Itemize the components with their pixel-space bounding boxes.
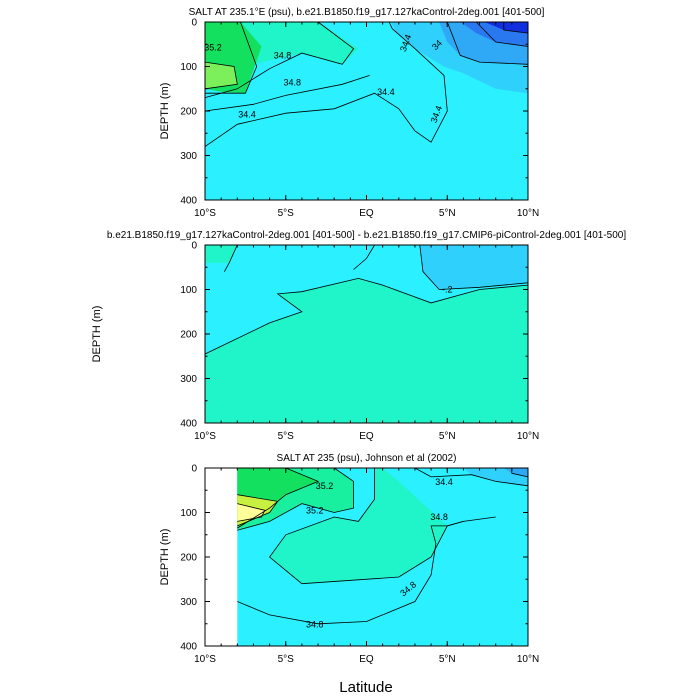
- y-tick-label: 100: [180, 285, 197, 296]
- contour-zero: [224, 244, 238, 272]
- panel-title: b.e21.B1850.f19_g17.127kaControl-2deg.00…: [107, 230, 626, 241]
- contour-label: 35.2: [306, 505, 324, 515]
- y-tick-label: 300: [180, 597, 197, 608]
- contour-label: 34.8: [306, 620, 324, 630]
- x-tick-label: 10°N: [517, 431, 539, 442]
- contour-34-4-b: [204, 75, 370, 112]
- contour-35-2: [205, 21, 258, 94]
- contour-neg-0-1: [204, 277, 529, 355]
- contour-label: 35.2: [204, 43, 222, 53]
- y-tick-label: 200: [180, 553, 197, 564]
- fill-left-strip: [205, 245, 238, 263]
- fill-neg-0-2: [419, 245, 528, 290]
- contour-34-4: [414, 467, 529, 487]
- panel-1-axes: 10°S 5°S EQ 5°N 10°N 0 100 200 300 400 SALT AT 235…: [180, 7, 544, 219]
- fill-35-6-left: [205, 62, 238, 89]
- contour-35-2: [237, 467, 354, 531]
- contour-34-8: [204, 21, 355, 98]
- y-tick-label: 100: [180, 62, 197, 73]
- x-tick-label: 5°N: [439, 431, 456, 442]
- x-tick-label: 5°S: [278, 654, 295, 665]
- x-tick-label: EQ: [359, 208, 374, 219]
- x-tick-label: 10°S: [194, 654, 216, 665]
- x-tick-label: EQ: [359, 654, 374, 665]
- contour-label: 34.8: [430, 512, 448, 522]
- contour-34-8: [269, 468, 496, 585]
- fill-34-8: [237, 468, 448, 584]
- contour-35-6: [237, 467, 320, 529]
- y-tick-label: 0: [191, 241, 197, 252]
- x-tick-label: 10°N: [517, 654, 539, 665]
- contour-label: 34.8: [283, 77, 301, 87]
- panel-2-axes: 10°S 5°S EQ 5°N 10°N 0 100 200 300 400 b.e21.B1850…: [107, 230, 626, 442]
- y-tick-label: 400: [180, 419, 197, 430]
- y-tick-label: 300: [180, 151, 197, 162]
- x-tick-label: 10°S: [194, 431, 216, 442]
- y-tick-label: 300: [180, 374, 197, 385]
- y-tick-label: 200: [180, 107, 197, 118]
- x-axis-title: Latitude: [339, 679, 392, 696]
- x-tick-label: 5°N: [439, 208, 456, 219]
- x-tick-label: EQ: [359, 431, 374, 442]
- y-axis-title: DEPTH (m): [91, 306, 103, 363]
- contour-33-2: [503, 22, 529, 34]
- contour-34: [446, 21, 529, 65]
- fill-33-2-right: [484, 22, 528, 34]
- y-tick-label: 200: [180, 330, 197, 341]
- x-tick-label: 10°N: [517, 208, 539, 219]
- x-tick-label: 10°S: [194, 208, 216, 219]
- contour-zero-b: [353, 244, 375, 270]
- contour-35-6: [204, 61, 238, 90]
- contour-33-6: [476, 21, 529, 47]
- y-tick-label: 0: [191, 18, 197, 29]
- panel-title: SALT AT 235 (psu), Johnson et al (2002): [277, 453, 457, 464]
- y-tick-label: 100: [180, 508, 197, 519]
- fill-fresh-right-2: [503, 468, 528, 477]
- panel-1: 35.234.834.834.434.434.434.434: [204, 21, 529, 200]
- contour-36-4: [237, 503, 266, 522]
- fill-34-4-below: [205, 88, 375, 200]
- y-tick-label: 0: [191, 464, 197, 475]
- contour-label: 34.4: [435, 477, 453, 487]
- panel-title: SALT AT 235.1°E (psu), b.e21.B1850.f19_g…: [189, 7, 545, 18]
- contour-label: 34.4: [238, 109, 256, 119]
- x-tick-label: 5°N: [439, 654, 456, 665]
- panel-3-axes: 10°S 5°S EQ 5°N 10°N 0 100 200 300 400 SALT AT 235…: [180, 453, 539, 665]
- y-tick-label: 400: [180, 642, 197, 653]
- contour-34-4: [204, 21, 448, 147]
- y-axis-title: DEPTH (m): [159, 83, 171, 140]
- contour-36: [237, 494, 279, 527]
- contour-34-8-outer: [237, 521, 464, 625]
- y-tick-label: 400: [180, 196, 197, 207]
- panel-3: 35.235.234.434.834.834.8: [205, 467, 529, 646]
- x-tick-label: 5°S: [278, 208, 295, 219]
- panel-2: -.2: [204, 244, 529, 423]
- contour-label: -.2: [442, 285, 453, 295]
- contour-neg-0-2: [419, 244, 529, 290]
- contour-label: 34.4: [377, 87, 395, 97]
- contour-label: 35.2: [316, 481, 334, 491]
- x-tick-label: 5°S: [278, 431, 295, 442]
- y-axis-title: DEPTH (m): [159, 529, 171, 586]
- contour-label: 34.8: [274, 51, 292, 61]
